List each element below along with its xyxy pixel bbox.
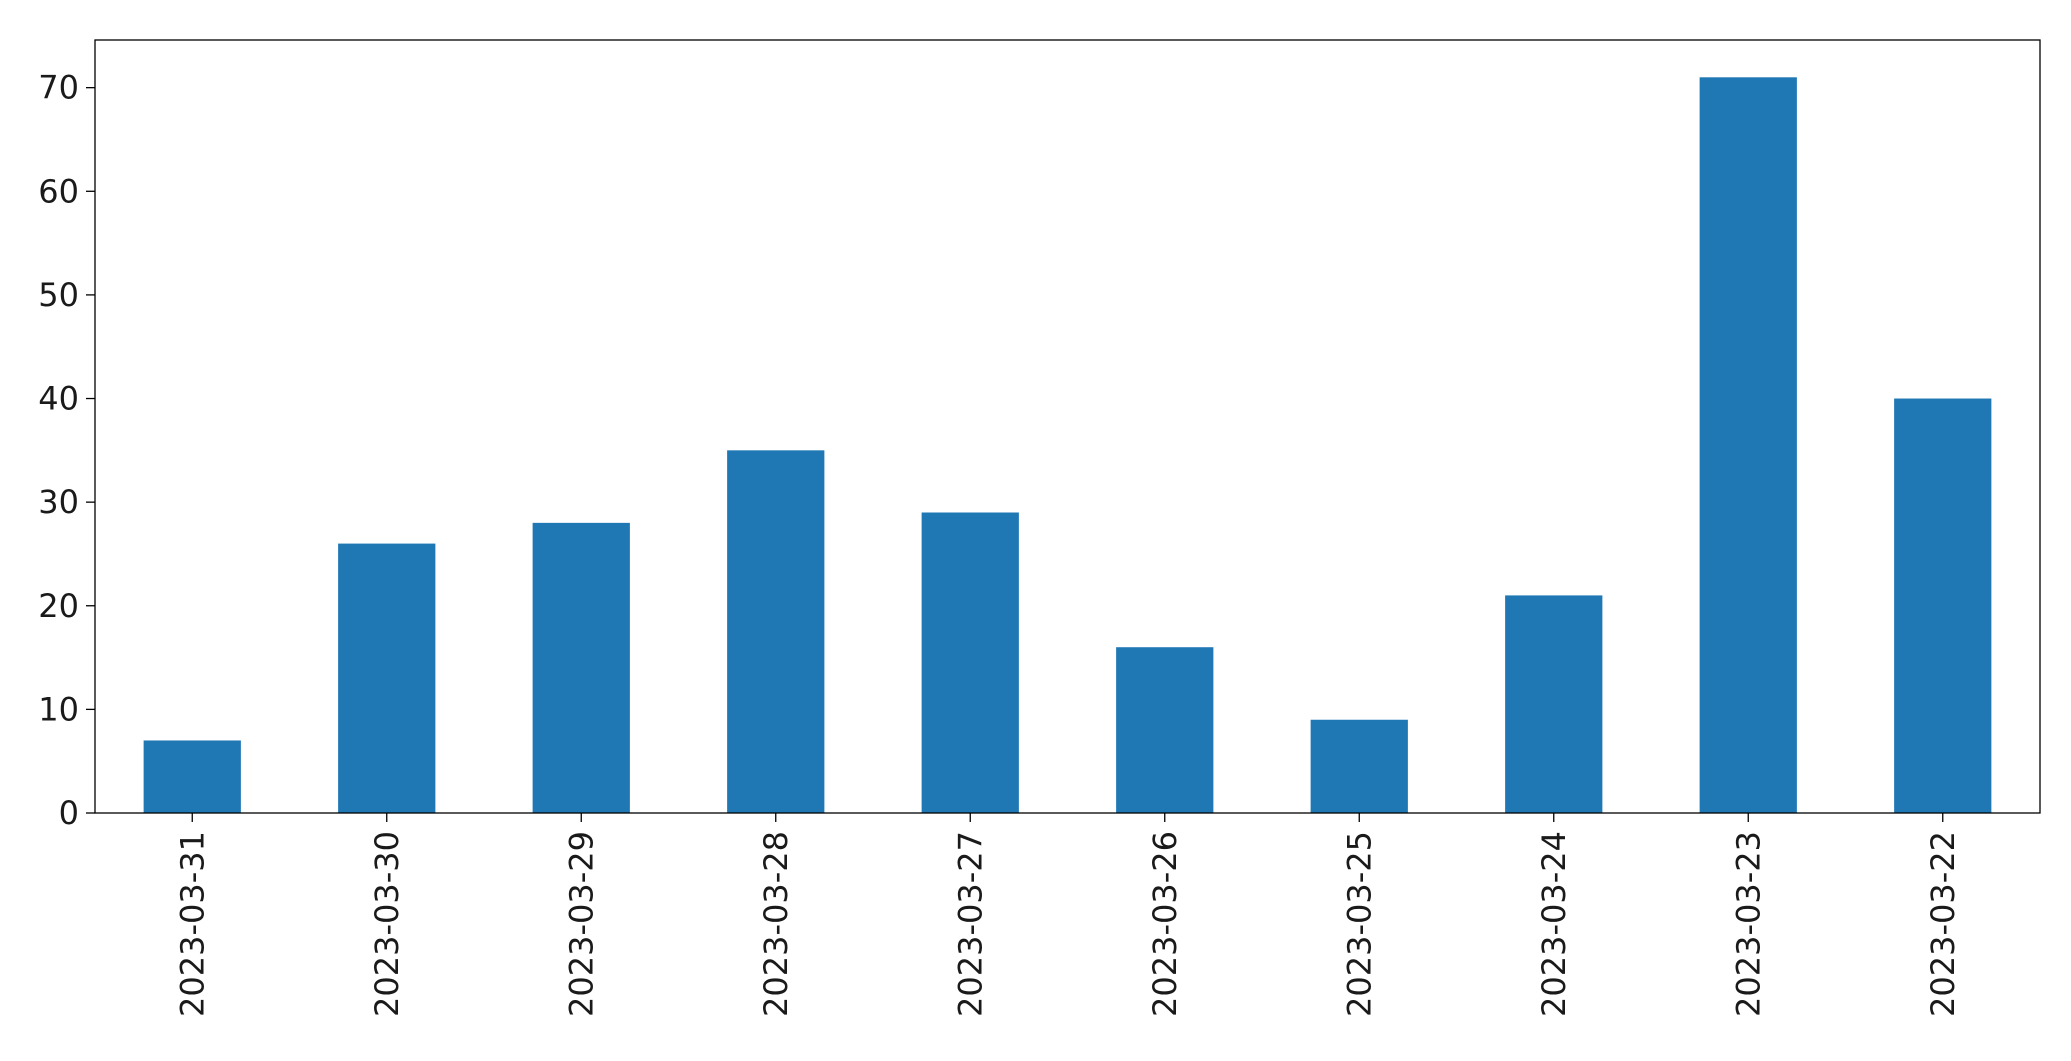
- y-tick-label: 10: [38, 690, 79, 728]
- x-tick-label: 2023-03-30: [368, 831, 406, 1017]
- x-tick-label: 2023-03-27: [951, 831, 989, 1017]
- x-tick-label: 2023-03-28: [757, 831, 795, 1017]
- bar-2023-03-23: [1699, 77, 1797, 813]
- x-tick-label: 2023-03-31: [173, 831, 211, 1017]
- x-tick-label: 2023-03-26: [1146, 831, 1184, 1017]
- plot-frame: [94, 39, 2041, 814]
- bar-2023-03-30: [338, 543, 436, 813]
- y-tick-label: 40: [38, 380, 79, 418]
- x-tick-label: 2023-03-23: [1729, 831, 1767, 1017]
- bars-group: [143, 77, 1992, 813]
- y-tick-label: 30: [38, 483, 79, 521]
- y-tick-label: 50: [38, 276, 79, 314]
- y-axis: 0 10 20 30 40 50 60 70: [38, 69, 95, 832]
- bar-2023-03-22: [1894, 398, 1992, 813]
- x-tick-label: 2023-03-29: [562, 831, 600, 1017]
- bar-2023-03-27: [921, 512, 1019, 813]
- y-tick-label: 0: [59, 794, 79, 832]
- x-tick-label: 2023-03-24: [1535, 831, 1573, 1017]
- x-tick-label: 2023-03-25: [1340, 831, 1378, 1017]
- bar-2023-03-26: [1116, 647, 1214, 813]
- x-tick-label: 2023-03-22: [1924, 831, 1962, 1017]
- y-tick-label: 60: [38, 172, 79, 210]
- bar-2023-03-29: [532, 522, 630, 813]
- x-axis: 2023-03-31 2023-03-30 2023-03-29 2023-03-28…: [173, 813, 1962, 1017]
- y-tick-label: 70: [38, 69, 79, 107]
- y-tick-label: 20: [38, 587, 79, 625]
- bar-2023-03-24: [1505, 595, 1603, 813]
- bar-2023-03-31: [143, 740, 241, 813]
- bar-2023-03-28: [727, 450, 825, 813]
- bar-2023-03-25: [1310, 719, 1408, 813]
